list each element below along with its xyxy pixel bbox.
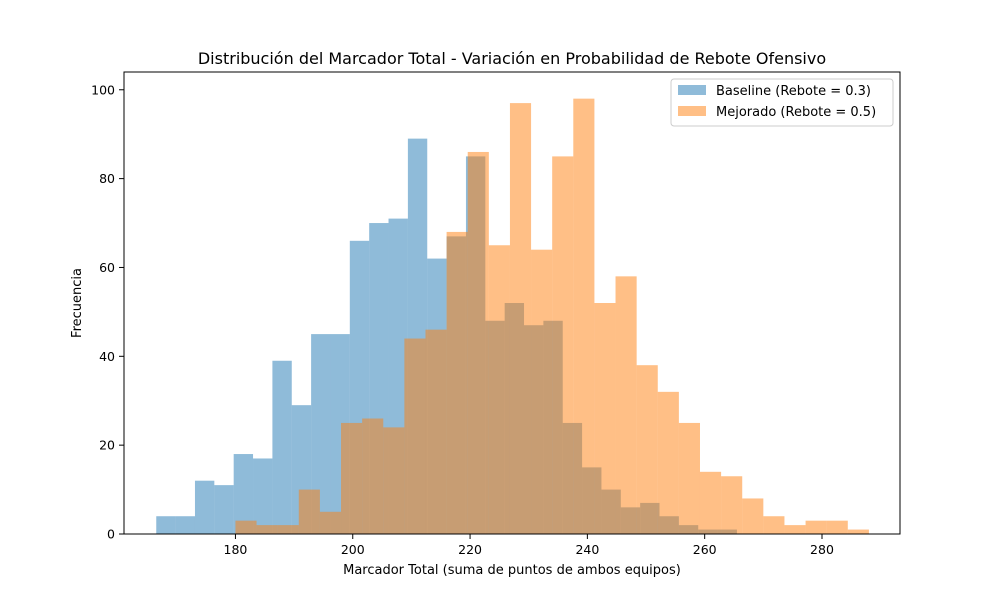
histogram-bar-series-1 xyxy=(573,98,595,535)
histogram-bar-series-1 xyxy=(699,471,722,534)
histogram-bar-series-1 xyxy=(383,427,405,534)
y-tick-label: 80 xyxy=(99,171,115,186)
x-axis: 180 200 220 240 260 280 xyxy=(224,534,834,557)
histogram-bar-series-1 xyxy=(552,156,574,534)
y-tick-label: 0 xyxy=(107,527,115,542)
histogram-bar-series-1 xyxy=(826,520,848,534)
histogram-bar-series-1 xyxy=(235,520,257,534)
x-tick-label: 260 xyxy=(693,542,717,557)
histogram-bar-series-1 xyxy=(784,525,806,534)
histogram-bar-series-1 xyxy=(742,498,764,534)
histogram-bar-series-1 xyxy=(277,525,299,534)
x-tick-label: 180 xyxy=(224,542,248,557)
histogram-bar-series-1 xyxy=(805,520,827,534)
x-tick-label: 280 xyxy=(810,542,834,557)
histogram-bar-series-1 xyxy=(404,338,426,534)
y-tick-label: 60 xyxy=(99,260,115,275)
histogram-bar-series-1 xyxy=(256,525,278,534)
legend: Baseline (Rebote = 0.3) Mejorado (Rebote… xyxy=(670,78,894,127)
chart-title: Distribución del Marcador Total - Variac… xyxy=(198,49,826,68)
histogram-bar-series-0 xyxy=(272,360,292,534)
histogram-bar-series-1 xyxy=(488,245,510,534)
histogram-bar-series-1 xyxy=(636,365,658,534)
y-tick-label: 40 xyxy=(99,349,115,364)
legend-box xyxy=(670,78,894,127)
histogram-bar-series-0 xyxy=(253,458,273,534)
histogram-bar-series-1 xyxy=(657,391,679,534)
histogram-bar-series-0 xyxy=(156,516,176,534)
histogram-bar-series-0 xyxy=(175,516,195,534)
legend-label-baseline: Baseline (Rebote = 0.3) xyxy=(716,84,871,99)
histogram-bar-series-1 xyxy=(319,511,342,534)
histogram-bar-series-1 xyxy=(615,276,637,534)
histogram-bar-series-1 xyxy=(362,418,384,534)
histogram-bar-series-0 xyxy=(194,480,215,534)
legend-label-mejorado: Mejorado (Rebote = 0.5) xyxy=(716,105,876,120)
x-tick-label: 220 xyxy=(458,542,482,557)
histogram-bar-series-1 xyxy=(341,422,363,534)
legend-swatch-mejorado xyxy=(678,106,706,116)
histogram-bar-series-0 xyxy=(311,334,331,534)
x-axis-label: Marcador Total (suma de puntos de ambos … xyxy=(343,563,681,578)
y-tick-label: 100 xyxy=(91,82,115,97)
histogram-bar-series-1 xyxy=(847,529,869,534)
y-tick-label: 20 xyxy=(99,438,115,453)
histogram-bar-series-1 xyxy=(425,329,447,534)
histogram-bar-series-0 xyxy=(214,485,234,534)
x-tick-label: 240 xyxy=(575,542,599,557)
legend-swatch-baseline xyxy=(678,85,706,95)
histogram-bar-series-1 xyxy=(763,516,785,534)
histogram-bar-series-1 xyxy=(509,103,532,534)
histogram-bar-series-1 xyxy=(467,151,489,534)
histogram-bar-series-1 xyxy=(594,303,616,534)
histogram-bar-series-1 xyxy=(298,489,320,534)
histogram-bar-series-1 xyxy=(446,231,468,535)
y-axis-label: Frecuencia xyxy=(70,268,85,338)
plot-area-frame xyxy=(123,71,901,535)
y-axis: 0 20 40 60 80 100 xyxy=(91,82,124,542)
histogram-bar-series-1 xyxy=(531,249,553,534)
histogram-bar-series-1 xyxy=(678,422,700,534)
x-tick-label: 200 xyxy=(341,542,365,557)
bars-layer xyxy=(156,98,869,535)
histogram-bar-series-0 xyxy=(233,454,254,534)
histogram-bar-series-1 xyxy=(721,476,743,534)
